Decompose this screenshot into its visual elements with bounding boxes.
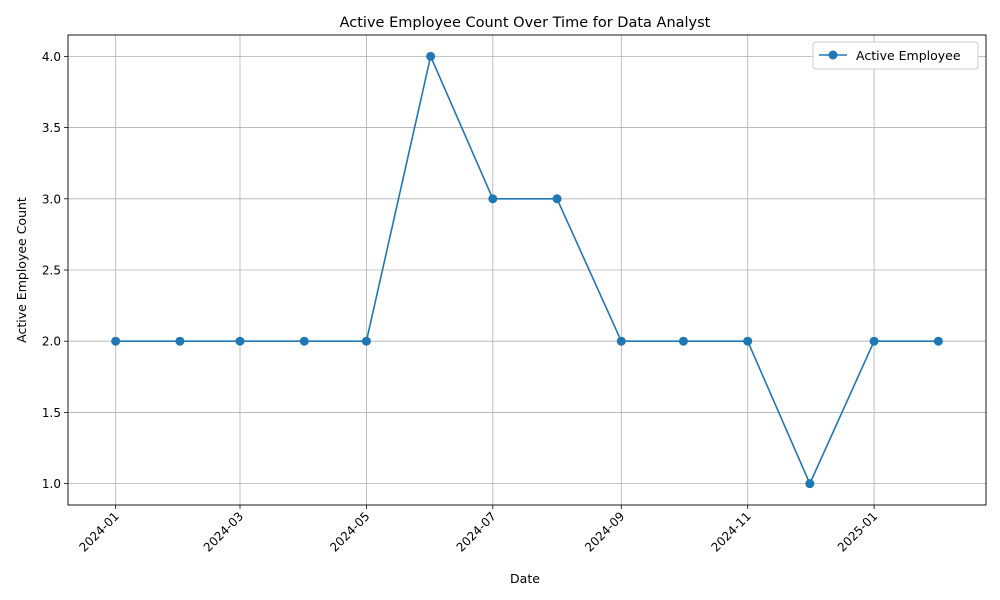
data-point bbox=[933, 336, 943, 346]
y-tick-label: 2.5 bbox=[42, 264, 61, 278]
y-tick-label: 3.5 bbox=[42, 121, 61, 135]
y-axis-ticks: 1.0 1.5 2.0 2.5 3.0 3.5 4.0 bbox=[42, 50, 68, 491]
data-point bbox=[616, 336, 626, 346]
data-point bbox=[488, 194, 498, 204]
y-tick-label: 1.0 bbox=[42, 477, 61, 491]
series-layer bbox=[111, 51, 943, 489]
legend-label: Active Employee bbox=[856, 48, 961, 63]
data-point bbox=[175, 336, 185, 346]
x-axis-label: Date bbox=[510, 571, 540, 586]
data-point bbox=[678, 336, 688, 346]
data-point bbox=[805, 479, 815, 489]
chart-title: Active Employee Count Over Time for Data… bbox=[340, 15, 711, 31]
y-tick-label: 4.0 bbox=[42, 50, 61, 64]
data-point bbox=[869, 336, 879, 346]
data-point bbox=[111, 336, 121, 346]
data-point bbox=[552, 194, 562, 204]
data-point bbox=[361, 336, 371, 346]
y-axis-label: Active Employee Count bbox=[14, 197, 29, 343]
series-line bbox=[115, 55, 939, 485]
plot-frame bbox=[67, 34, 987, 506]
data-point bbox=[235, 336, 245, 346]
legend-box bbox=[812, 41, 979, 70]
y-tick-label: 3.0 bbox=[42, 192, 61, 206]
data-point bbox=[426, 51, 436, 61]
y-tick-label: 1.5 bbox=[42, 406, 61, 420]
legend-marker bbox=[828, 50, 838, 60]
data-point bbox=[743, 336, 753, 346]
y-tick-label: 2.0 bbox=[42, 335, 61, 349]
data-point bbox=[299, 336, 309, 346]
legend: Active Employee bbox=[812, 41, 979, 70]
